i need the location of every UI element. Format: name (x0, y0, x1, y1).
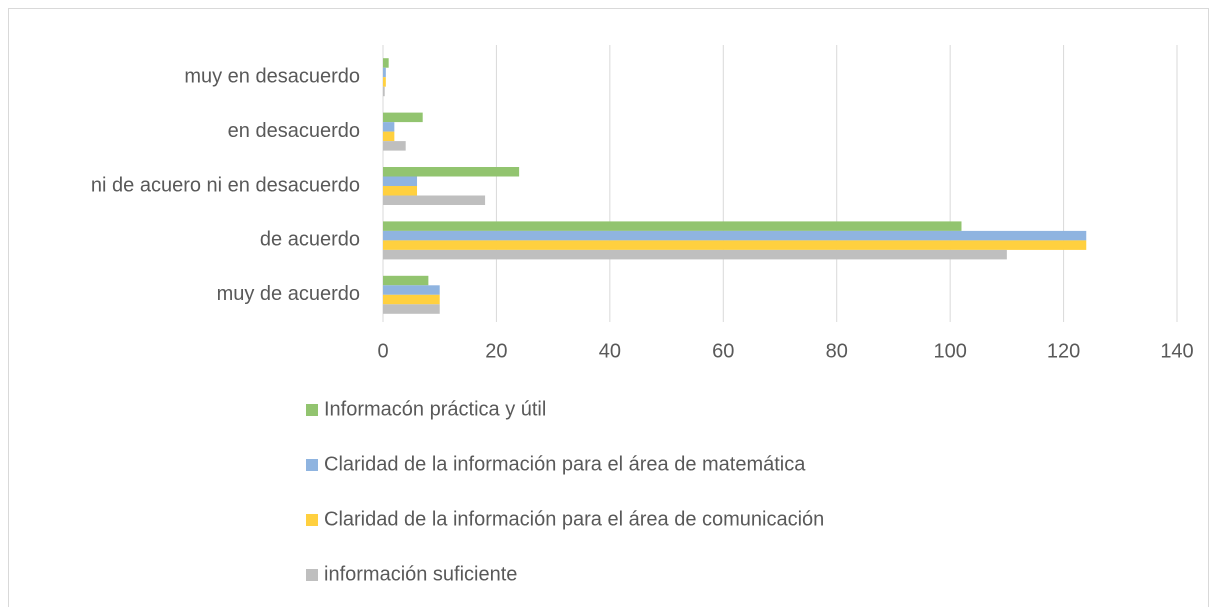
x-tick-label: 0 (377, 340, 388, 362)
bar (383, 304, 440, 314)
bar (383, 86, 385, 97)
x-tick-label: 120 (1047, 340, 1080, 362)
bar (383, 176, 418, 186)
bar (383, 285, 440, 295)
legend-label: Claridad de la información para el área … (324, 508, 824, 530)
bar (383, 249, 1007, 260)
legend-swatch (306, 459, 318, 471)
x-tick-label: 40 (599, 340, 621, 362)
bar (383, 275, 429, 286)
bar (383, 112, 423, 123)
chart-border (8, 8, 1209, 607)
legend-label: Claridad de la información para el área … (324, 453, 806, 475)
x-tick-label: 60 (712, 340, 734, 362)
legend-label: información suficiente (324, 563, 517, 585)
y-tick-label: en desacuerdo (228, 120, 360, 142)
bar (383, 77, 386, 87)
bar (383, 131, 395, 142)
legend-swatch (306, 569, 318, 581)
bar (383, 195, 486, 205)
y-tick-label: de acuerdo (260, 229, 360, 251)
legend-swatch (306, 404, 318, 416)
bar (383, 186, 418, 196)
x-tick-label: 20 (485, 340, 507, 362)
bar (383, 167, 520, 177)
x-tick-label: 100 (933, 340, 966, 362)
legend-label: Informacón práctica y útil (324, 398, 546, 420)
y-tick-label: muy de acuerdo (217, 283, 360, 305)
bar (383, 240, 1087, 250)
x-tick-label: 140 (1160, 340, 1193, 362)
bar (383, 230, 1087, 241)
bar (383, 58, 389, 68)
bar (383, 141, 406, 151)
bar (383, 67, 386, 78)
x-tick-label: 80 (826, 340, 848, 362)
bar (383, 294, 440, 305)
bar (383, 122, 395, 132)
legend-swatch (306, 514, 318, 526)
y-tick-label: ni de acuero ni en desacuerdo (91, 174, 360, 196)
y-tick-label: muy en desacuerdo (184, 65, 360, 87)
bar (383, 221, 962, 231)
